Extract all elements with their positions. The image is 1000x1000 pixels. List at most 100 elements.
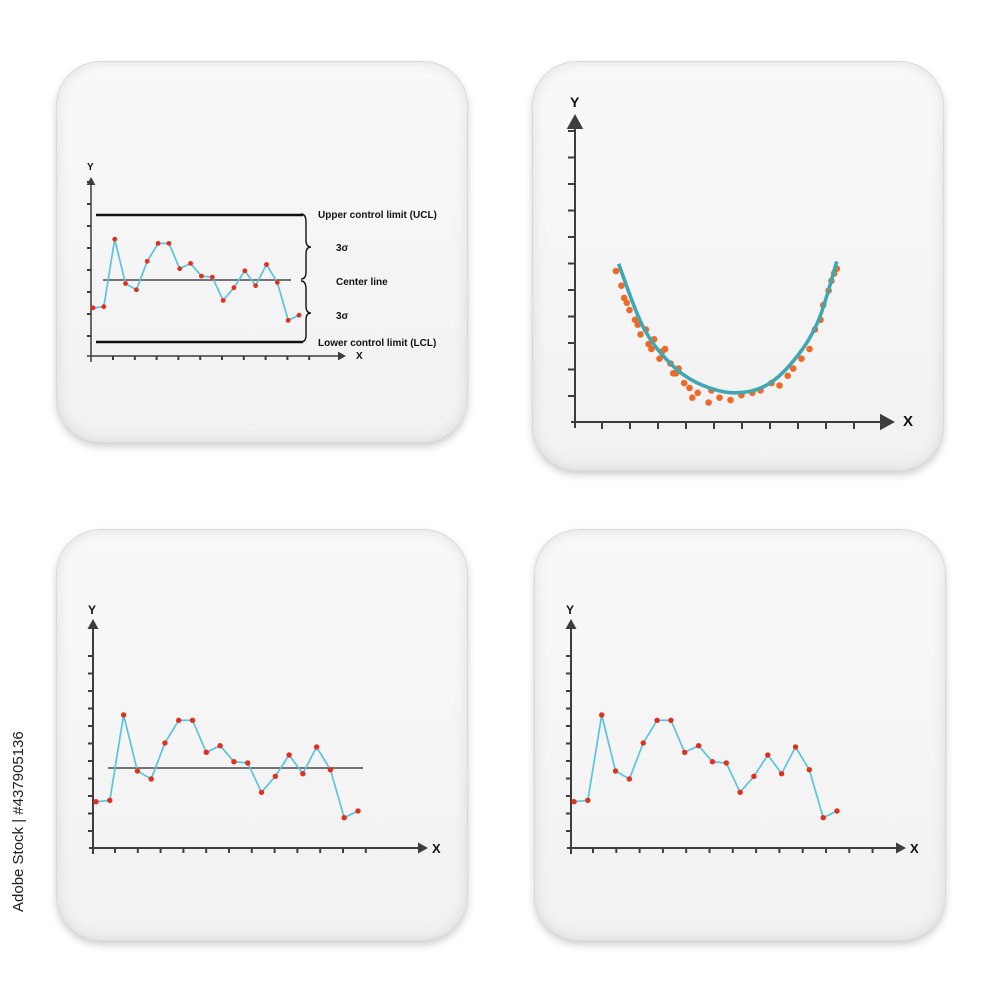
scatter-point — [716, 394, 723, 402]
data-point — [571, 799, 577, 805]
data-point — [355, 808, 361, 814]
data-point — [253, 283, 258, 288]
line-chart-center-tile — [57, 530, 467, 940]
scatter-point — [776, 382, 783, 389]
x-axis-arrow — [338, 351, 346, 361]
data-point — [723, 760, 729, 766]
data-point — [806, 767, 812, 773]
scatter-point — [612, 267, 620, 275]
scatter-point — [623, 299, 631, 307]
data-point — [272, 773, 278, 779]
y-axis-arrow — [565, 619, 577, 629]
y-axis-label: Y — [566, 603, 574, 617]
lcl-label: Lower control limit (LCL) — [318, 338, 436, 349]
data-point — [176, 717, 182, 723]
scatter-point — [686, 384, 693, 392]
control-chart-axes — [86, 177, 346, 362]
scatter-point — [680, 379, 688, 387]
data-point — [166, 241, 172, 246]
data-point — [177, 266, 183, 272]
data-point — [834, 808, 840, 814]
data-point — [199, 273, 204, 279]
x-axis-arrow — [418, 842, 428, 854]
scatter-curve-tile — [533, 62, 943, 470]
data-point — [341, 815, 347, 821]
x-axis-label: X — [903, 413, 913, 430]
data-point — [709, 759, 716, 765]
series-line — [573, 714, 838, 819]
scatter-point — [727, 396, 734, 404]
data-point — [101, 304, 107, 310]
data-point — [668, 717, 674, 723]
y-axis-arrow — [87, 619, 99, 629]
y-axis-arrow — [566, 114, 584, 129]
data-point — [162, 740, 168, 746]
scatter-point — [694, 389, 701, 397]
data-point — [217, 743, 223, 749]
y-axis-label: Y — [570, 94, 580, 110]
x-axis-arrow — [896, 842, 906, 854]
line-chart-ticks — [566, 655, 874, 853]
scatter-point — [806, 345, 813, 353]
y-axis-label: Y — [87, 162, 94, 173]
scatter-chart: Y X — [566, 94, 913, 431]
data-point — [313, 744, 320, 750]
data-point — [599, 712, 605, 718]
data-point — [612, 768, 619, 774]
data-point — [626, 776, 633, 782]
data-point — [220, 298, 226, 303]
scatter-point — [789, 365, 797, 372]
y-axis-label: Y — [88, 603, 96, 617]
control-chart-ticks — [87, 181, 311, 360]
lower-sigma-brace — [300, 280, 312, 343]
data-point — [112, 236, 118, 242]
data-point — [792, 744, 799, 750]
data-point — [134, 287, 139, 293]
scatter-point — [637, 331, 644, 338]
line-chart-axes — [565, 619, 906, 854]
scatter-point — [648, 345, 655, 353]
data-point — [123, 281, 128, 286]
x-axis-label: X — [432, 841, 441, 856]
data-point — [231, 759, 237, 765]
data-point — [245, 760, 251, 766]
sigma-lower-label: 3σ — [336, 311, 349, 322]
scatter-chart-axes — [566, 114, 895, 431]
data-point — [188, 261, 194, 266]
data-point — [682, 749, 688, 755]
data-point — [737, 789, 743, 795]
data-point — [654, 717, 660, 723]
data-point — [148, 776, 154, 782]
data-point — [778, 771, 785, 777]
line-chart-with-center-axes — [87, 619, 428, 854]
data-point — [155, 241, 161, 246]
line-chart-with-center: Y X — [87, 603, 441, 856]
control-chart: Y X Upper control limit (UCL) 3σ Center … — [86, 162, 437, 362]
data-point — [751, 773, 757, 779]
data-point — [189, 717, 196, 723]
data-point — [695, 743, 702, 749]
stock-id-text: Adobe Stock | #437905136 — [10, 731, 27, 912]
scatter-point — [645, 340, 652, 348]
data-point — [231, 285, 237, 291]
data-point — [264, 262, 269, 267]
scatter-chart-ticks — [568, 130, 855, 429]
data-point — [585, 797, 591, 803]
data-point — [258, 789, 265, 795]
sigma-upper-label: 3σ — [336, 243, 349, 254]
data-point — [274, 280, 280, 285]
trend-curve — [616, 260, 839, 395]
series-points — [93, 712, 361, 821]
series-line — [95, 714, 359, 819]
data-point — [300, 771, 306, 777]
scatter-point — [798, 355, 805, 363]
data-point — [209, 274, 215, 280]
upper-sigma-brace — [300, 213, 312, 280]
line-chart: Y X — [565, 603, 919, 856]
data-point — [144, 258, 150, 264]
scatter-point — [631, 316, 639, 324]
data-point — [90, 305, 96, 311]
data-point — [134, 768, 141, 774]
scatter-point — [705, 399, 712, 406]
series-points — [90, 236, 302, 323]
